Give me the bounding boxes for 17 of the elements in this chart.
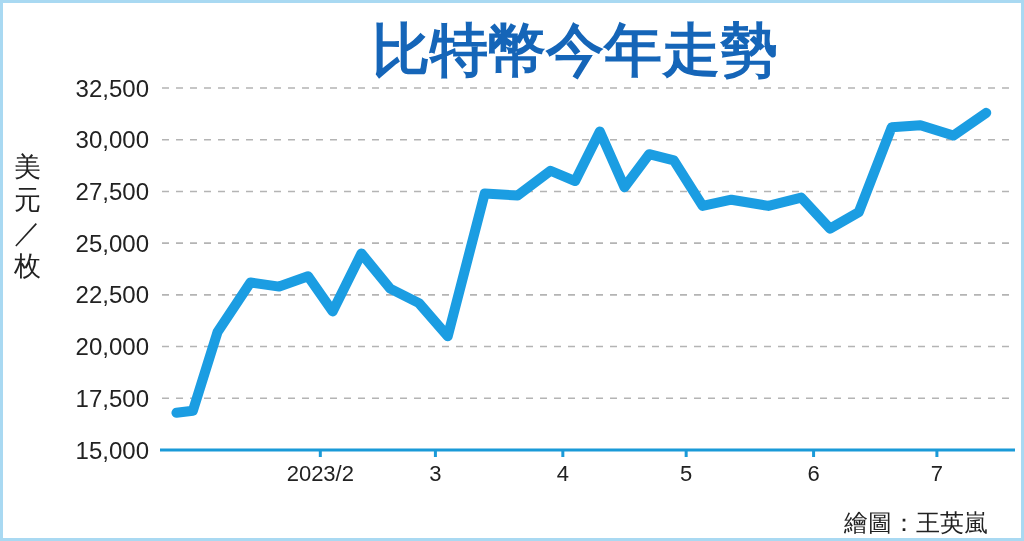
y-tick-label: 32,500 [75, 74, 149, 102]
x-tick-label: 7 [930, 461, 944, 486]
x-tick-label: 6 [807, 461, 820, 486]
y-tick-label: 30,000 [75, 126, 149, 154]
y-tick-label: 25,000 [75, 229, 149, 257]
x-tick-label: 2023/2 [286, 461, 354, 486]
y-tick-label: 17,500 [75, 384, 149, 412]
chart-title: 比特幣今年走勢 [372, 17, 778, 82]
x-tick-label: 4 [556, 461, 569, 486]
x-tick-label: 3 [429, 461, 442, 486]
y-tick-label: 22,500 [75, 281, 149, 309]
y-tick-label: 20,000 [75, 333, 149, 361]
y-tick-label: 27,500 [75, 177, 149, 205]
y-tick-label: 15,000 [75, 436, 149, 464]
text: 繪圖：王英嵐 [843, 509, 988, 536]
y-axis-title: 美元／枚 [12, 152, 41, 281]
x-tick-label: 5 [680, 461, 693, 486]
